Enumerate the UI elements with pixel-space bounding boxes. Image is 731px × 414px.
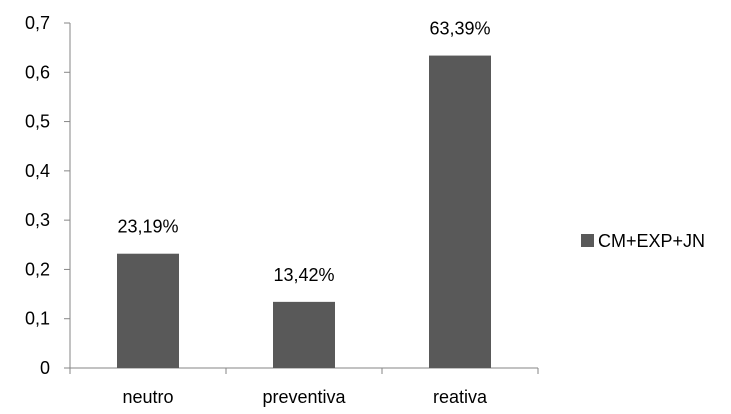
category-labels-group: neutro preventiva reativa [122,387,488,407]
bar-neutro [117,253,179,368]
bars-group [117,55,491,369]
data-label-reativa: 63,39% [429,19,490,39]
legend-swatch [581,234,594,247]
category-label-reativa: reativa [433,387,488,407]
y-tick-label: 0 [40,358,50,378]
legend: CM+EXP+JN [581,231,705,251]
y-tick-label: 0,3 [25,210,50,230]
y-tick-label: 0,5 [25,112,50,132]
bar-reativa [429,55,491,369]
y-tick-label: 0,2 [25,259,50,279]
data-label-preventiva: 13,42% [273,265,334,285]
bar-preventiva [273,301,335,368]
y-tick-label: 0,6 [25,62,50,82]
y-tick-label: 0,4 [25,161,50,181]
x-axis-ticks [69,368,539,374]
y-tick-label: 0,1 [25,309,50,329]
data-label-neutro: 23,19% [117,217,178,237]
y-axis-ticks: 0 0,1 0,2 0,3 0,4 0,5 0,6 0,7 [25,13,70,378]
y-tick-label: 0,7 [25,13,50,33]
category-label-neutro: neutro [122,387,173,407]
legend-label: CM+EXP+JN [598,231,705,251]
data-labels-group: 23,19% 13,42% 63,39% [117,19,490,285]
category-label-preventiva: preventiva [262,387,346,407]
